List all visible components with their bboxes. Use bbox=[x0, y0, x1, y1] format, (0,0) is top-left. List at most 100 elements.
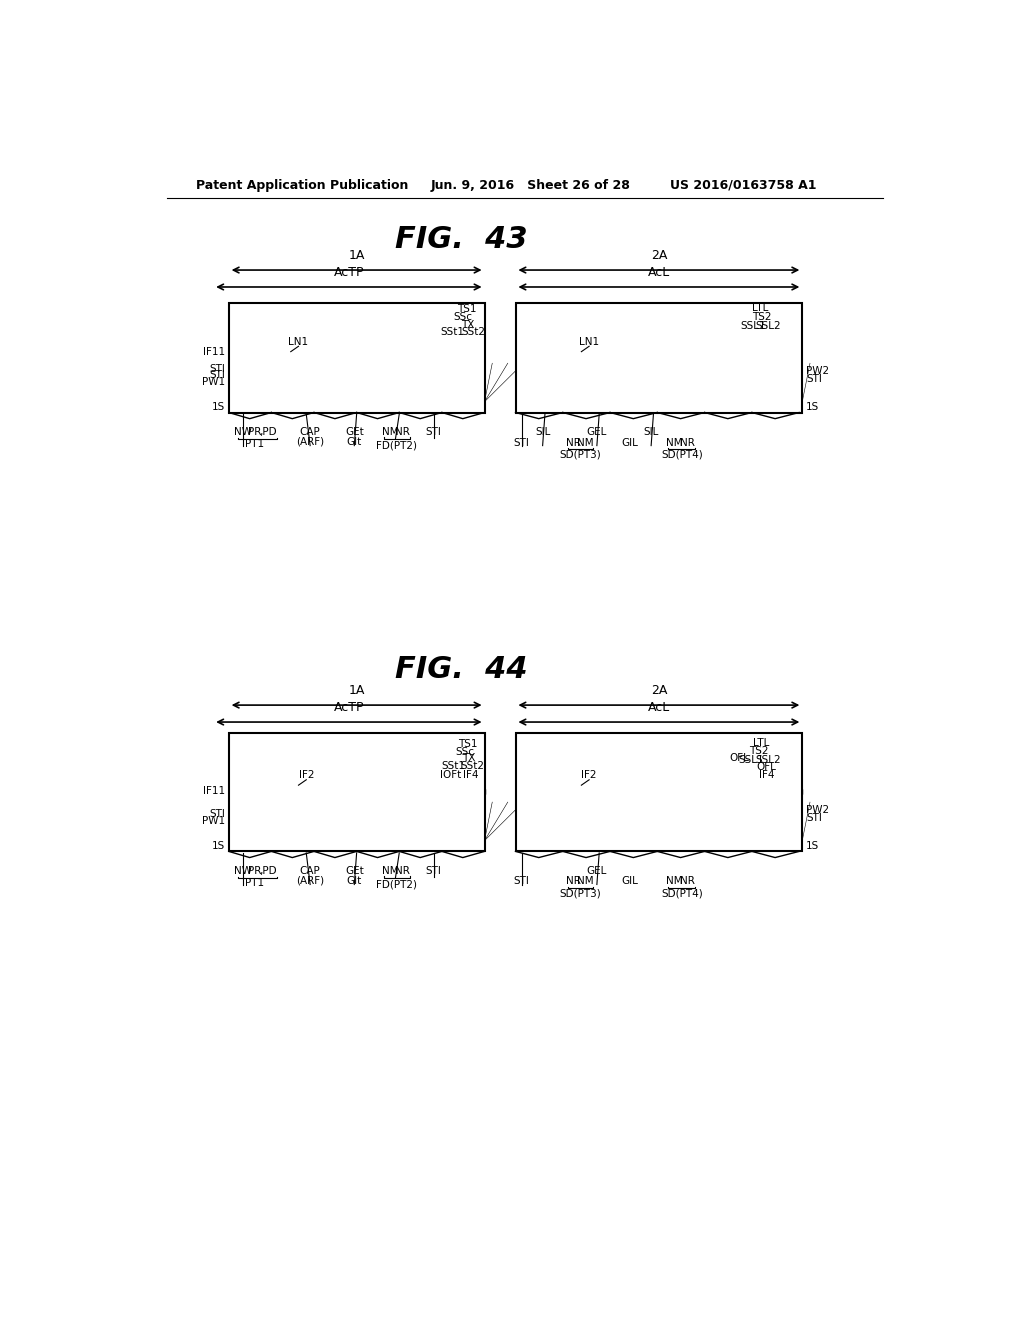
Bar bbox=[228, 348, 412, 355]
Text: LN1: LN1 bbox=[289, 337, 308, 347]
Text: OFL: OFL bbox=[729, 754, 750, 763]
Text: NW: NW bbox=[233, 426, 252, 437]
Bar bbox=[714, 331, 735, 350]
Text: (ARF): (ARF) bbox=[296, 437, 325, 446]
Text: GEt: GEt bbox=[345, 866, 364, 875]
Text: 1S: 1S bbox=[212, 403, 225, 412]
Bar bbox=[515, 348, 707, 355]
Text: LTL: LTL bbox=[752, 302, 768, 313]
Text: STI: STI bbox=[514, 876, 529, 887]
Bar bbox=[713, 312, 737, 318]
Text: STI: STI bbox=[209, 370, 225, 380]
Text: NR: NR bbox=[395, 426, 410, 437]
Text: PW2: PW2 bbox=[806, 366, 829, 376]
Text: LN1: LN1 bbox=[579, 337, 599, 347]
Bar bbox=[708, 767, 716, 783]
Bar bbox=[412, 334, 420, 350]
Bar bbox=[707, 334, 714, 350]
Text: STI: STI bbox=[425, 426, 441, 437]
Bar bbox=[732, 348, 786, 355]
Text: 1A: 1A bbox=[348, 249, 365, 263]
Text: GEL: GEL bbox=[587, 866, 607, 875]
Text: PT1: PT1 bbox=[245, 440, 264, 449]
Bar bbox=[414, 767, 421, 783]
Text: SSc: SSc bbox=[454, 312, 472, 322]
Text: 1S: 1S bbox=[806, 403, 819, 412]
Text: SSt2: SSt2 bbox=[461, 327, 485, 338]
Text: NR: NR bbox=[680, 437, 695, 447]
Text: 1S: 1S bbox=[212, 841, 225, 851]
Text: IF4: IF4 bbox=[463, 770, 478, 780]
Bar bbox=[228, 781, 409, 789]
Text: SSL2: SSL2 bbox=[756, 321, 781, 331]
Bar bbox=[228, 304, 484, 412]
Text: FD(PT2): FD(PT2) bbox=[377, 441, 418, 450]
Text: NM: NM bbox=[577, 437, 594, 447]
Bar bbox=[515, 401, 802, 412]
Text: (ARF): (ARF) bbox=[296, 875, 325, 886]
Bar bbox=[441, 334, 449, 350]
Text: NR: NR bbox=[566, 437, 581, 447]
Text: TS2: TS2 bbox=[749, 746, 768, 755]
Bar bbox=[228, 841, 484, 851]
Text: STI: STI bbox=[514, 437, 529, 447]
Bar bbox=[716, 766, 734, 783]
Text: NM: NM bbox=[382, 866, 398, 875]
Text: AcTP: AcTP bbox=[334, 267, 365, 280]
Text: TX: TX bbox=[462, 754, 475, 763]
Text: LTL: LTL bbox=[753, 738, 769, 748]
Bar bbox=[228, 803, 484, 841]
Bar bbox=[729, 804, 761, 840]
Text: PW2: PW2 bbox=[806, 805, 829, 814]
Bar bbox=[232, 364, 265, 400]
Text: OFL: OFL bbox=[757, 763, 776, 772]
Text: 1S: 1S bbox=[806, 841, 819, 851]
Text: 2A: 2A bbox=[650, 684, 667, 697]
Bar bbox=[411, 364, 443, 400]
Bar bbox=[421, 766, 439, 783]
Text: STI: STI bbox=[806, 374, 822, 384]
Bar bbox=[515, 733, 802, 851]
Bar bbox=[515, 803, 802, 841]
Text: PR: PR bbox=[249, 866, 262, 875]
Bar bbox=[418, 746, 442, 754]
Bar bbox=[420, 331, 441, 350]
Text: SSt2: SSt2 bbox=[461, 760, 484, 771]
Text: SSt1: SSt1 bbox=[441, 760, 465, 771]
Bar bbox=[710, 783, 740, 789]
Text: NW: NW bbox=[233, 866, 252, 875]
Text: TS1: TS1 bbox=[458, 739, 477, 750]
Bar bbox=[710, 350, 740, 355]
Bar bbox=[447, 772, 452, 783]
Bar bbox=[729, 364, 761, 400]
Bar bbox=[719, 754, 731, 766]
Bar bbox=[424, 318, 436, 331]
Bar bbox=[519, 804, 552, 840]
Text: TS2: TS2 bbox=[752, 312, 771, 322]
Text: SD(PT3): SD(PT3) bbox=[560, 450, 601, 459]
Text: NM: NM bbox=[577, 876, 594, 887]
Bar bbox=[228, 363, 484, 401]
Bar bbox=[424, 754, 436, 766]
Text: AcL: AcL bbox=[648, 267, 670, 280]
Text: US 2016/0163758 A1: US 2016/0163758 A1 bbox=[671, 178, 817, 191]
Text: SSL2: SSL2 bbox=[755, 755, 780, 764]
Text: TX: TX bbox=[461, 319, 475, 330]
Text: SSt1: SSt1 bbox=[440, 327, 464, 338]
Bar bbox=[228, 401, 484, 412]
Bar bbox=[719, 318, 731, 331]
Bar bbox=[515, 304, 802, 412]
Text: SIL: SIL bbox=[643, 426, 658, 437]
Bar bbox=[515, 841, 802, 851]
Text: FIG.  43: FIG. 43 bbox=[395, 224, 527, 253]
Text: SSL1: SSL1 bbox=[738, 755, 764, 764]
Text: STI: STI bbox=[209, 364, 225, 375]
Text: FD(PT2): FD(PT2) bbox=[377, 879, 418, 890]
Text: Jun. 9, 2016   Sheet 26 of 28: Jun. 9, 2016 Sheet 26 of 28 bbox=[430, 178, 630, 191]
Text: IF2: IF2 bbox=[299, 770, 314, 780]
Text: ,PD: ,PD bbox=[259, 426, 276, 437]
Bar bbox=[228, 733, 484, 851]
Bar bbox=[228, 789, 484, 795]
Text: SD(PT3): SD(PT3) bbox=[560, 888, 601, 899]
Text: NM: NM bbox=[666, 876, 683, 887]
